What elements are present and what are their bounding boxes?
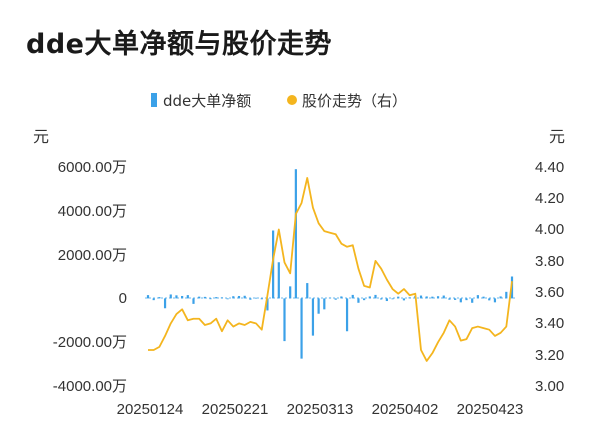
bar-mark	[198, 296, 201, 299]
x-tick-label: 20250423	[457, 401, 524, 418]
bar-mark	[152, 298, 155, 301]
bar-mark	[442, 295, 445, 299]
legend-label-bars: dde大单净额	[163, 92, 251, 110]
bar-mark	[243, 295, 246, 299]
bar-mark	[323, 298, 326, 310]
right-tick-label: 4.40	[535, 159, 564, 176]
bar-mark	[402, 298, 406, 301]
bar-mark	[232, 296, 235, 299]
bar-mark	[425, 296, 428, 299]
bar-mark	[419, 295, 423, 299]
x-axis: 20250124 20250221 20250313 20250402 2025…	[117, 401, 524, 418]
bar-mark	[368, 296, 371, 299]
bar-mark	[283, 298, 286, 342]
bar-mark	[459, 298, 462, 303]
bar-mark	[493, 298, 497, 303]
bar-mark	[431, 296, 434, 299]
bar-mark	[397, 296, 400, 299]
bar-mark	[499, 296, 502, 299]
bar-mark	[454, 298, 457, 300]
right-axis: 4.40 4.20 4.00 3.80 3.60 3.40 3.20 3.00	[535, 159, 564, 395]
right-tick-label: 3.60	[535, 284, 564, 301]
bar-mark	[380, 298, 383, 300]
bar-mark	[363, 298, 366, 301]
bar-mark	[317, 298, 320, 314]
right-tick-label: 3.20	[535, 347, 564, 364]
legend-item-line[interactable]: 股价走势（右）	[287, 92, 407, 110]
price-line	[148, 177, 513, 362]
bar-mark	[505, 291, 508, 299]
right-tick-label: 3.40	[535, 315, 564, 332]
bar-mark	[471, 298, 474, 303]
bar-series	[146, 169, 514, 359]
left-axis-unit: 元	[33, 127, 49, 146]
x-tick-label: 20250313	[287, 401, 354, 418]
left-tick-label: -2000.00万	[53, 334, 127, 351]
bar-mark	[289, 286, 292, 299]
bar-mark	[345, 298, 349, 332]
right-tick-label: 3.00	[535, 378, 564, 395]
legend-label-line: 股价走势（右）	[302, 92, 407, 110]
bar-mark	[391, 298, 394, 300]
bar-mark	[351, 294, 354, 299]
line-series	[148, 177, 513, 362]
legend: dde大单净额 股价走势（右）	[151, 92, 407, 110]
bar-mark	[186, 295, 189, 299]
bar-mark	[254, 297, 258, 299]
bar-mark	[448, 298, 451, 300]
bar-mark	[482, 296, 485, 299]
legend-item-bars[interactable]: dde大单净额	[151, 92, 251, 110]
bar-mark	[334, 298, 337, 300]
bar-mark	[260, 298, 263, 300]
bar-mark	[300, 298, 303, 359]
left-tick-label: 0	[119, 290, 127, 307]
bar-mark	[311, 298, 315, 336]
bar-mark	[203, 296, 206, 299]
bar-mark	[192, 298, 195, 304]
bar-mark	[436, 296, 440, 299]
bar-mark	[175, 295, 178, 299]
left-tick-label: 6000.00万	[58, 159, 127, 176]
legend-swatch-bars	[151, 93, 157, 107]
bar-mark	[277, 262, 280, 299]
x-tick-label: 20250402	[372, 401, 439, 418]
bar-mark	[488, 298, 491, 301]
right-tick-label: 4.20	[535, 190, 564, 207]
bar-mark	[169, 294, 172, 299]
x-tick-label: 20250124	[117, 401, 184, 418]
right-axis-unit: 元	[549, 127, 565, 146]
bar-mark	[209, 298, 212, 300]
bar-mark	[374, 294, 377, 299]
right-tick-label: 4.00	[535, 221, 564, 238]
bar-mark	[294, 169, 297, 299]
bar-mark	[215, 297, 218, 299]
bar-mark	[226, 298, 229, 300]
bar-mark	[465, 298, 468, 301]
page-title: dde大单净额与股价走势	[26, 29, 332, 60]
left-tick-label: 2000.00万	[58, 247, 127, 264]
bar-mark	[306, 283, 309, 299]
bar-mark	[249, 298, 252, 300]
bar-mark	[181, 295, 184, 299]
bar-mark	[385, 298, 388, 302]
bar-mark	[340, 296, 343, 299]
bar-mark	[163, 298, 167, 309]
bar-mark	[237, 295, 241, 299]
left-tick-label: 4000.00万	[58, 203, 127, 220]
left-tick-label: -4000.00万	[53, 378, 127, 395]
legend-swatch-line	[287, 95, 297, 105]
x-tick-label: 20250221	[202, 401, 269, 418]
bar-mark	[476, 295, 479, 299]
bar-mark	[158, 297, 161, 299]
left-axis: 6000.00万 4000.00万 2000.00万 0 -2000.00万 -…	[53, 159, 127, 395]
bar-mark	[357, 298, 360, 303]
bar-mark	[266, 298, 269, 311]
right-tick-label: 3.80	[535, 253, 564, 270]
bar-mark	[146, 295, 150, 299]
